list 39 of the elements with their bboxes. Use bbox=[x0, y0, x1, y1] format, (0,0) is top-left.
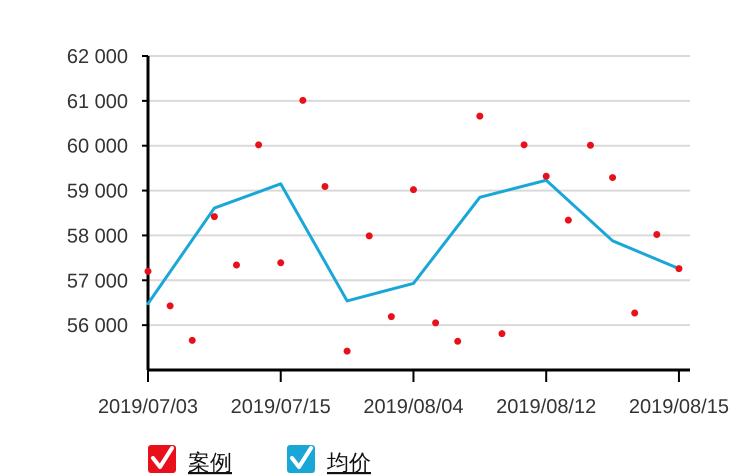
point bbox=[564, 216, 572, 224]
point bbox=[388, 313, 395, 320]
x-tick-label: 2019/08/12 bbox=[496, 396, 596, 418]
point bbox=[498, 330, 506, 338]
x-tick-label: 2019/07/03 bbox=[98, 396, 198, 418]
point bbox=[476, 112, 484, 120]
legend-label: 案例 bbox=[188, 450, 232, 475]
point bbox=[255, 141, 262, 148]
point bbox=[520, 141, 528, 148]
x-tick-label: 2019/07/15 bbox=[230, 396, 331, 418]
y-tick-label: 60 000 bbox=[66, 136, 128, 158]
point bbox=[631, 310, 638, 317]
point bbox=[144, 268, 152, 275]
y-tick-label: 59 000 bbox=[66, 180, 128, 203]
point bbox=[166, 302, 174, 310]
point bbox=[232, 262, 240, 269]
point bbox=[321, 183, 328, 190]
y-tick-label: 61 000 bbox=[66, 90, 128, 113]
point bbox=[454, 338, 462, 345]
point bbox=[586, 142, 594, 149]
y-tick-label: 58 000 bbox=[66, 225, 128, 248]
point bbox=[675, 265, 682, 272]
point bbox=[277, 259, 284, 266]
point bbox=[542, 172, 550, 180]
point bbox=[344, 348, 351, 355]
x-tick-label: 2019/08/15 bbox=[628, 396, 729, 418]
point bbox=[653, 231, 660, 238]
x-tick-label: 2019/08/04 bbox=[363, 396, 464, 418]
point bbox=[366, 232, 373, 240]
y-tick-label: 62 000 bbox=[66, 46, 128, 68]
point bbox=[188, 336, 196, 344]
point bbox=[609, 174, 616, 182]
y-tick-label: 57 000 bbox=[66, 270, 128, 292]
point bbox=[210, 213, 218, 220]
legend-label: 均价 bbox=[326, 450, 371, 475]
point bbox=[432, 319, 440, 326]
y-tick-label: 56 000 bbox=[66, 315, 128, 338]
point bbox=[410, 186, 417, 194]
point bbox=[299, 96, 306, 104]
